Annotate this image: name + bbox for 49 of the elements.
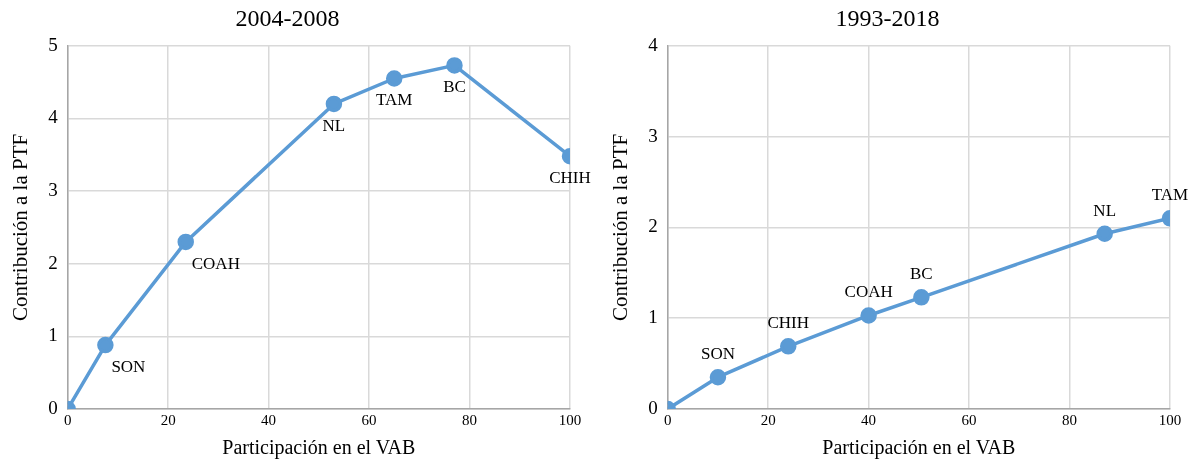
x-axis-title: Participación en el VAB [222, 436, 416, 460]
y-tick-label: 5 [48, 33, 58, 55]
y-axis-title: Contribución a la PTF [8, 133, 33, 322]
annotation: NL [322, 115, 346, 135]
chart-title: 2004-2008 [235, 4, 340, 31]
x-tick-label: 60 [961, 411, 977, 428]
annotation: COAH [844, 282, 893, 302]
point [177, 233, 194, 251]
x-tick-label: 100 [1158, 411, 1182, 428]
y-axis-title: Contribución a la PTF [608, 133, 633, 322]
y-tick-label: 1 [648, 306, 658, 328]
y-tick-label: 1 [48, 324, 58, 346]
point [860, 307, 877, 324]
x-tick-label: 0 [63, 411, 72, 428]
x-tick-label: 20 [760, 411, 776, 428]
point [385, 70, 403, 87]
x-tick-label: 0 [663, 411, 672, 428]
x-tick-label: 80 [462, 411, 478, 428]
x-tick-label: 60 [361, 411, 377, 428]
annotation: SON [700, 344, 735, 364]
point [325, 95, 343, 113]
point [446, 57, 463, 74]
point [1096, 225, 1113, 243]
chart-title: 1993-2018 [835, 4, 940, 31]
point [780, 338, 797, 355]
annotation: COAH [191, 253, 240, 273]
annotation: SON [111, 357, 146, 377]
y-tick-label: 4 [48, 106, 59, 128]
y-tick-label: 3 [648, 124, 658, 146]
x-tick-label: 100 [558, 411, 582, 428]
y-tick-label: 2 [48, 251, 58, 273]
x-tick-label: 40 [261, 411, 277, 428]
x-tick-label: 80 [1062, 411, 1078, 428]
x-axis-title: Participación en el VAB [822, 436, 1016, 460]
annotation: BC [910, 264, 933, 284]
y-tick-label: 4 [648, 33, 659, 55]
annotation: TAM [1151, 185, 1189, 205]
x-tick-label: 40 [861, 411, 877, 428]
point [97, 336, 114, 354]
annotation: CHIH [767, 313, 810, 333]
point [709, 368, 727, 386]
annotation: BC [443, 77, 466, 97]
annotation: CHIH [549, 168, 591, 188]
x-tick-label: 20 [160, 411, 176, 428]
y-tick-label: 2 [648, 215, 658, 237]
y-tick-label: 3 [48, 179, 58, 201]
point [913, 289, 930, 306]
annotation: TAM [375, 90, 413, 110]
annotation: NL [1093, 200, 1117, 220]
